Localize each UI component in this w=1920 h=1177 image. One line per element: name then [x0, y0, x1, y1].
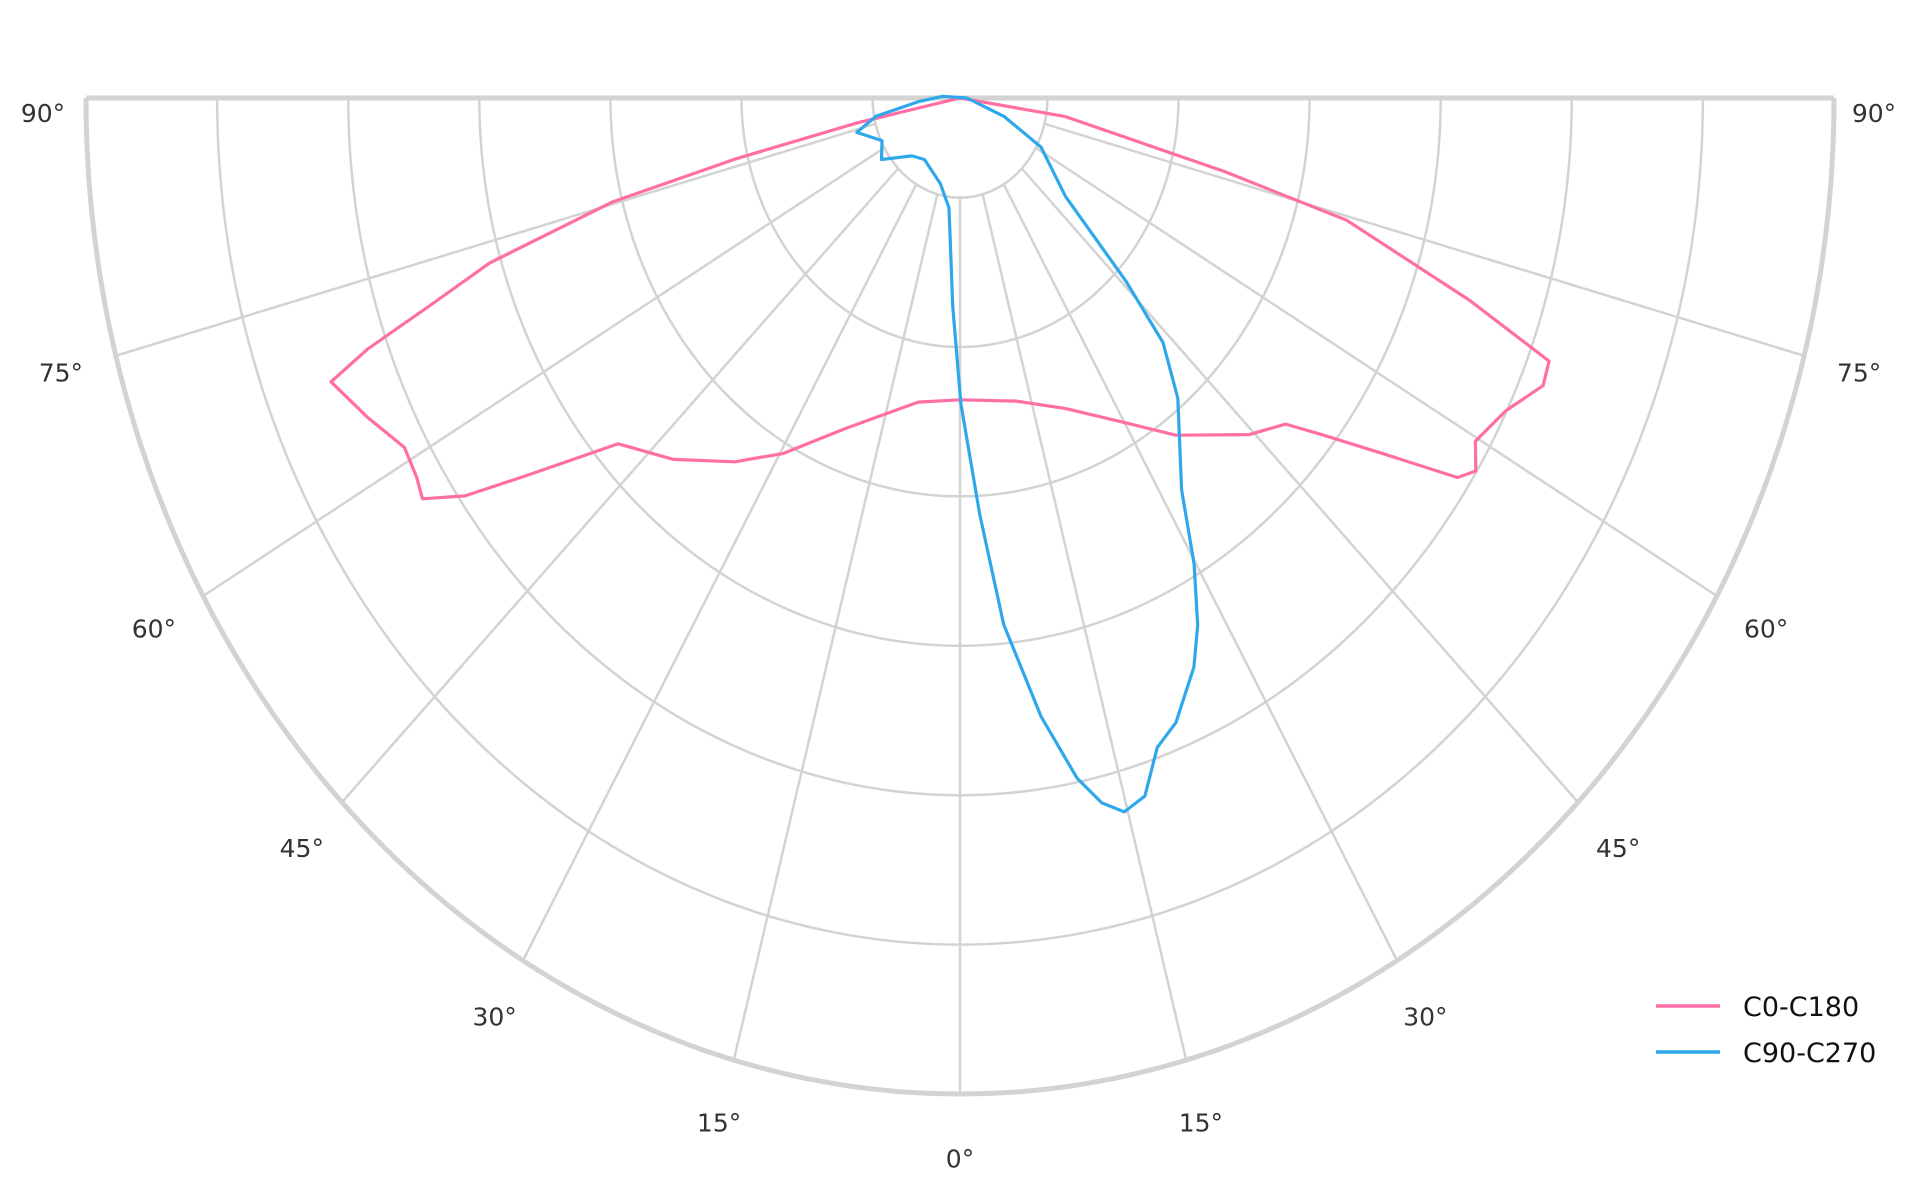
angle-tick-label: 30°	[472, 1003, 516, 1032]
angle-tick-label: 45°	[280, 834, 324, 863]
angle-gridline	[1035, 146, 1718, 598]
series-lines	[329, 94, 1551, 814]
angle-gridline	[202, 146, 885, 598]
legend-label-c0-c180: C0-C180	[1743, 992, 1859, 1023]
grid	[83, 95, 1837, 1097]
series-line-c0-c180	[329, 96, 1551, 501]
angle-tick-label: 45°	[1596, 834, 1640, 863]
angle-tick-label: 60°	[1744, 614, 1788, 643]
angle-tick-label: 0°	[946, 1145, 974, 1174]
angle-tick-label: 15°	[1179, 1109, 1223, 1138]
angle-tick-labels: 90° 75° 60° 45° 30° 15° 0° 15° 30° 45° 60° 75° 90°	[21, 99, 1896, 1174]
angle-tick-label: 30°	[1403, 1003, 1447, 1032]
legend: C0-C180 C90-C270	[1656, 992, 1876, 1069]
angle-gridline	[732, 193, 939, 1061]
angle-gridline	[1044, 122, 1805, 357]
angle-tick-label: 75°	[39, 359, 83, 388]
angle-gridline	[1020, 167, 1579, 804]
angle-gridline	[341, 167, 900, 804]
angle-gridline	[115, 122, 876, 357]
angle-tick-label: 90°	[1852, 99, 1896, 128]
angle-gridline	[981, 193, 1188, 1061]
series-line-c90-c270	[855, 94, 1200, 814]
angle-gridline	[521, 183, 918, 962]
legend-label-c90-c270: C90-C270	[1743, 1038, 1876, 1069]
angle-tick-label: 90°	[21, 99, 65, 128]
angle-gridline	[1002, 183, 1399, 962]
angle-tick-label: 15°	[697, 1109, 741, 1138]
angle-tick-label: 75°	[1837, 359, 1881, 388]
angle-tick-label: 60°	[132, 614, 176, 643]
